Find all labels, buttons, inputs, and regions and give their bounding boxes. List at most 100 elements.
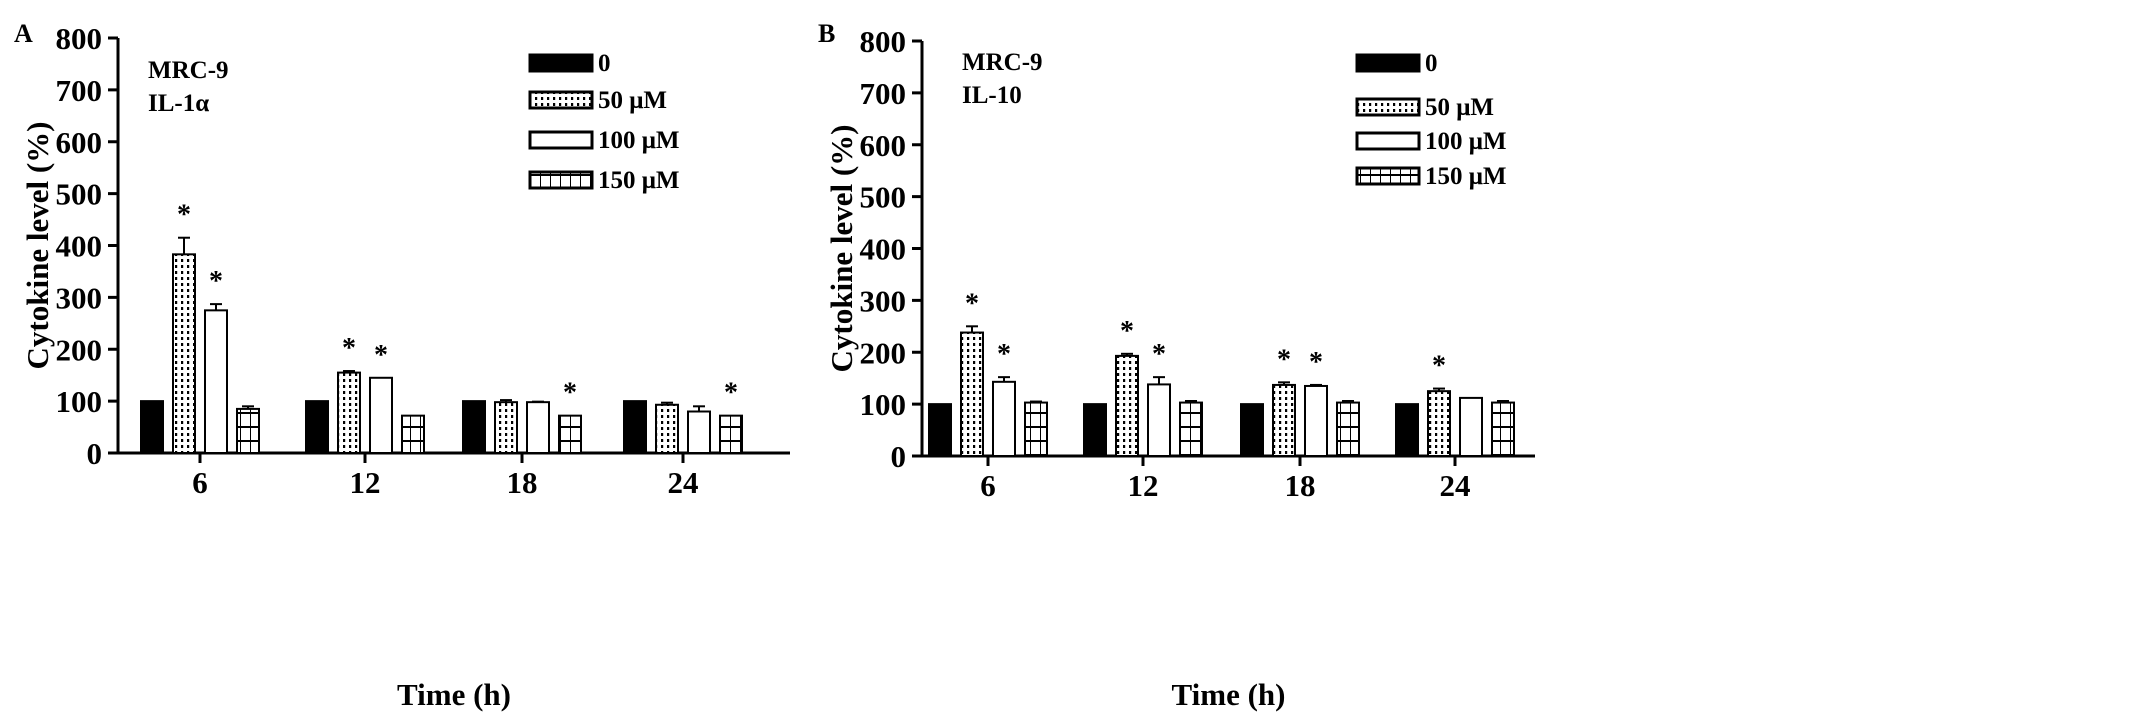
legend-label: 150 μM [598, 167, 680, 194]
y-tick-label: 800 [56, 21, 103, 56]
y-tick-label: 800 [860, 24, 907, 59]
bar-grid [401, 414, 425, 454]
bar-grid [236, 407, 260, 454]
bar-dots [960, 331, 984, 458]
significance-star: * [342, 333, 356, 364]
bar-empty [1459, 396, 1483, 457]
x-tick-label: 18 [1285, 468, 1316, 503]
legend-swatch [1355, 131, 1421, 151]
bar-empty [687, 410, 711, 454]
significance-star: * [374, 340, 388, 371]
bar-empty [1304, 384, 1328, 457]
y-tick-label: 500 [860, 180, 907, 215]
y-tick-label: 400 [56, 229, 103, 264]
chart-panel-b: B 0 100 200 300 400 500 600 700 800 6 12 18 24 Time (h… [818, 19, 1535, 712]
legend-swatch [528, 130, 594, 150]
y-tick-label: 700 [860, 76, 907, 111]
legend-label: 0 [1425, 50, 1438, 77]
annotation-text: MRC-9 [962, 49, 1043, 76]
bar-dots [1272, 383, 1296, 457]
bar-dots [655, 403, 679, 455]
significance-star: * [965, 288, 979, 319]
bar-grid [1024, 401, 1048, 458]
bar-solid [623, 400, 647, 454]
significance-star: * [1277, 344, 1291, 375]
bar-solid [1083, 403, 1107, 457]
legend-swatch [1355, 166, 1421, 186]
bar-solid [1240, 403, 1264, 457]
bar-grid [1491, 401, 1515, 458]
bar-grid [719, 414, 743, 454]
y-tick-label: 200 [860, 335, 907, 370]
bar-dots [494, 401, 518, 455]
significance-star: * [177, 200, 191, 231]
significance-star: * [997, 339, 1011, 370]
panel-label: B [818, 19, 835, 48]
bar-dots [337, 371, 361, 454]
bar-empty [526, 401, 550, 455]
legend-swatch [528, 53, 594, 73]
y-tick-label: 0 [891, 439, 907, 474]
significance-star: * [1432, 351, 1446, 382]
legend-label: 50 μM [1425, 94, 1494, 121]
y-axis-label: Cytokine level (%) [824, 125, 859, 373]
x-tick-label: 12 [350, 465, 381, 500]
y-tick-label: 600 [860, 128, 907, 163]
bar-solid [1395, 403, 1419, 457]
y-tick-label: 0 [87, 436, 103, 471]
bar-empty [204, 309, 228, 454]
x-tick-label: 18 [507, 465, 538, 500]
x-tick-label: 6 [192, 465, 208, 500]
bar-dots [172, 253, 196, 454]
legend-swatch [1355, 97, 1421, 117]
y-tick-label: 200 [56, 332, 103, 367]
y-tick-label: 300 [56, 280, 103, 315]
legend-swatch [1355, 53, 1421, 73]
y-tick-label: 400 [860, 232, 907, 267]
annotation-text: MRC-9 [148, 57, 229, 84]
significance-star: * [209, 266, 223, 297]
y-axis-label: Cytokine level (%) [20, 122, 55, 370]
legend-swatch [528, 170, 594, 190]
annotation-text: IL-1α [148, 90, 209, 117]
legend-label: 0 [598, 50, 611, 77]
y-tick-label: 600 [56, 125, 103, 160]
bar-empty [992, 380, 1016, 458]
significance-star: * [563, 378, 577, 409]
bar-solid [928, 403, 952, 457]
bar-empty [1147, 383, 1171, 458]
y-tick-label: 300 [860, 283, 907, 318]
legend-label: 100 μM [598, 127, 680, 154]
x-tick-label: 6 [980, 468, 996, 503]
bar-grid [1336, 401, 1360, 458]
y-tick-label: 100 [860, 387, 907, 422]
y-tick-label: 700 [56, 73, 103, 108]
legend-label: 150 μM [1425, 163, 1507, 190]
bar-solid [462, 400, 486, 454]
bar-solid [140, 400, 164, 454]
significance-star: * [1309, 347, 1323, 378]
x-tick-label: 24 [668, 465, 699, 500]
significance-star: * [1152, 339, 1166, 370]
bar-dots [1115, 354, 1139, 458]
x-tick-label: 12 [1128, 468, 1159, 503]
x-axis-label: Time (h) [1172, 677, 1286, 712]
x-axis-label: Time (h) [397, 677, 511, 712]
y-tick-label: 500 [56, 177, 103, 212]
bar-solid [305, 400, 329, 454]
significance-star: * [1120, 316, 1134, 347]
panel-label: A [14, 19, 33, 48]
significance-star: * [724, 378, 738, 409]
legend-label: 100 μM [1425, 128, 1507, 155]
y-tick-label: 100 [56, 384, 103, 419]
legend-swatch [528, 90, 594, 110]
bar-grid [1179, 401, 1203, 458]
x-tick-label: 24 [1440, 468, 1471, 503]
legend-label: 50 μM [598, 87, 667, 114]
bar-dots [1427, 390, 1451, 457]
annotation-text: IL-10 [962, 82, 1022, 109]
bar-empty [369, 376, 393, 454]
chart-panel-a: A 0 100 200 300 400 500 600 700 800 6 12 18 24 Time (h… [14, 19, 790, 712]
bar-grid [558, 414, 582, 454]
